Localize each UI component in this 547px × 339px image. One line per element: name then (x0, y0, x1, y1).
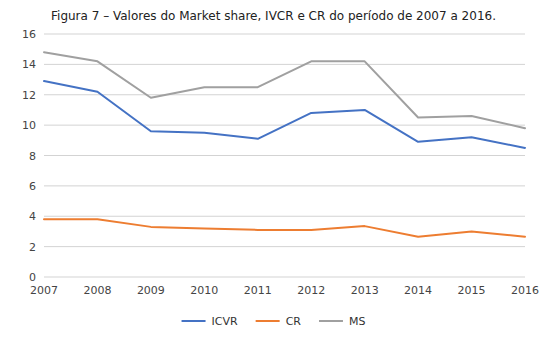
chart: Figura 7 – Valores do Market share, IVCR… (0, 0, 547, 339)
grid-line (44, 277, 525, 278)
title: Figura 7 – Valores do Market share, IVCR… (51, 9, 496, 23)
x-tick-label: 2008 (83, 284, 111, 297)
grid-line (44, 64, 525, 65)
legend-swatch (182, 320, 206, 322)
legend: ICVR CR MS (182, 315, 366, 328)
x-tick-label: 2016 (511, 284, 539, 297)
grid-line (44, 94, 525, 95)
x-tick-label: 2014 (404, 284, 432, 297)
x-tick-label: 2015 (458, 284, 486, 297)
legend-label: CR (286, 315, 302, 328)
x-tick-label: 2013 (351, 284, 379, 297)
grid-line (44, 155, 525, 156)
line (44, 81, 525, 148)
line (44, 219, 525, 236)
y-tick-label: 0 (29, 271, 36, 284)
legend-swatch (319, 320, 343, 322)
grid-line (44, 246, 525, 247)
x-tick-label: 2009 (137, 284, 165, 297)
y-tick-label: 4 (29, 210, 36, 223)
x-tick-label: 2010 (190, 284, 218, 297)
y-tick-label: 16 (22, 28, 36, 41)
y-tick-label: 10 (22, 119, 36, 132)
grid-line (44, 185, 525, 186)
x-tick-label: 2011 (244, 284, 272, 297)
legend-label: MS (349, 315, 365, 328)
y-tick-label: 12 (22, 89, 36, 102)
line (44, 52, 525, 128)
x-tick-label: 2012 (297, 284, 325, 297)
y-tick-label: 2 (29, 241, 36, 254)
plot-area (44, 52, 525, 237)
grid-line (44, 216, 525, 217)
legend-label: ICVR (212, 315, 238, 328)
y-tick-label: 14 (22, 58, 36, 71)
y-tick-label: 8 (29, 150, 36, 163)
x-tick-label: 2007 (30, 284, 58, 297)
legend-swatch (256, 320, 280, 322)
y-tick-label: 6 (29, 180, 36, 193)
grid-line (44, 34, 525, 35)
